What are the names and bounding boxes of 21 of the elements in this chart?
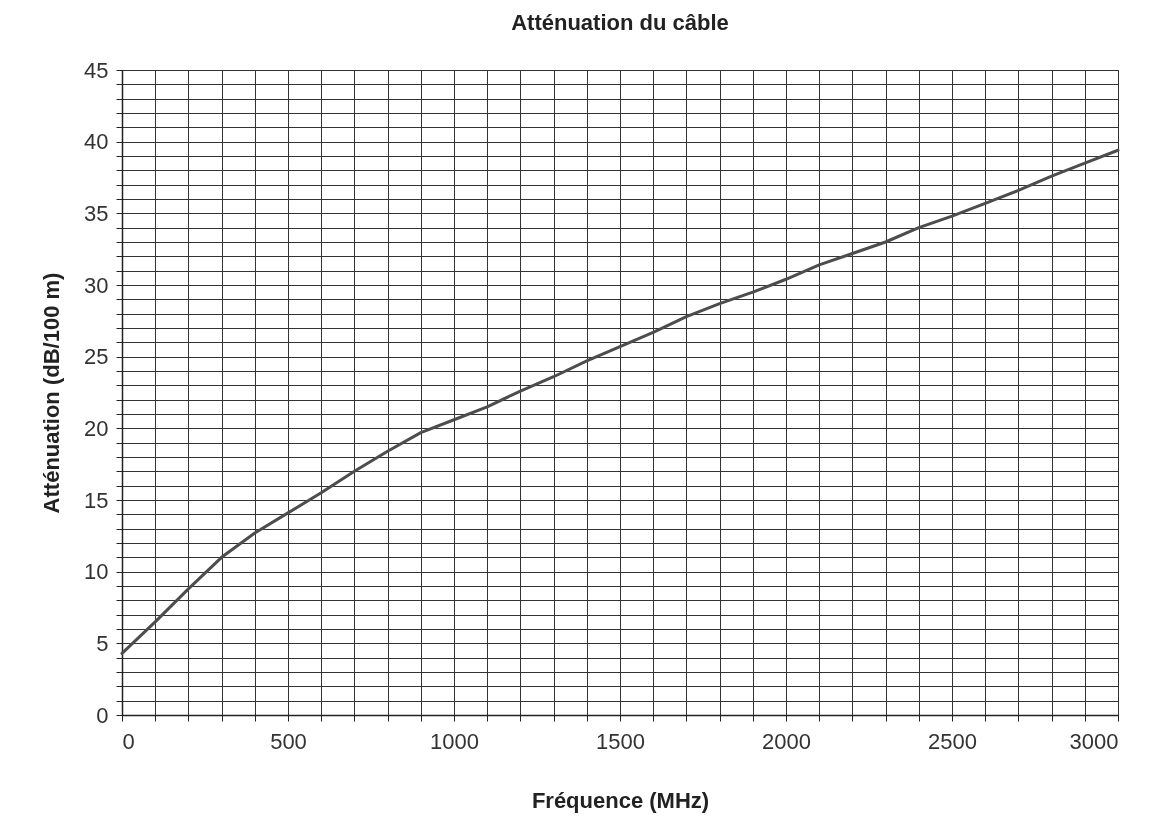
y-tick-label: 35 — [84, 200, 109, 226]
x-tick-label: 2000 — [762, 728, 811, 754]
x-axis-title: Fréquence (MHz) — [531, 787, 710, 813]
x-tick-label: 0 — [122, 728, 135, 754]
x-tick-label: 1500 — [596, 728, 645, 754]
x-tick-label: 1000 — [430, 728, 479, 754]
y-tick-label: 15 — [84, 487, 109, 513]
x-tick-label: 500 — [270, 728, 307, 754]
y-tick-label: 5 — [96, 630, 109, 656]
x-tick-label: 3000 — [1069, 728, 1119, 754]
x-tick-label: 2500 — [928, 728, 977, 754]
chart-title: Atténuation du câble — [511, 10, 729, 35]
y-tick-label: 30 — [84, 272, 109, 298]
y-tick-label: 10 — [84, 559, 109, 585]
y-tick-label: 40 — [84, 129, 109, 155]
y-tick-label: 0 — [96, 702, 109, 728]
y-tick-label: 25 — [84, 344, 109, 370]
y-tick-label: 20 — [84, 415, 109, 441]
line-series — [120, 148, 1120, 655]
y-axis-title: Atténuation (dB/100 m) — [39, 272, 65, 514]
y-tick-label: 45 — [84, 57, 109, 83]
